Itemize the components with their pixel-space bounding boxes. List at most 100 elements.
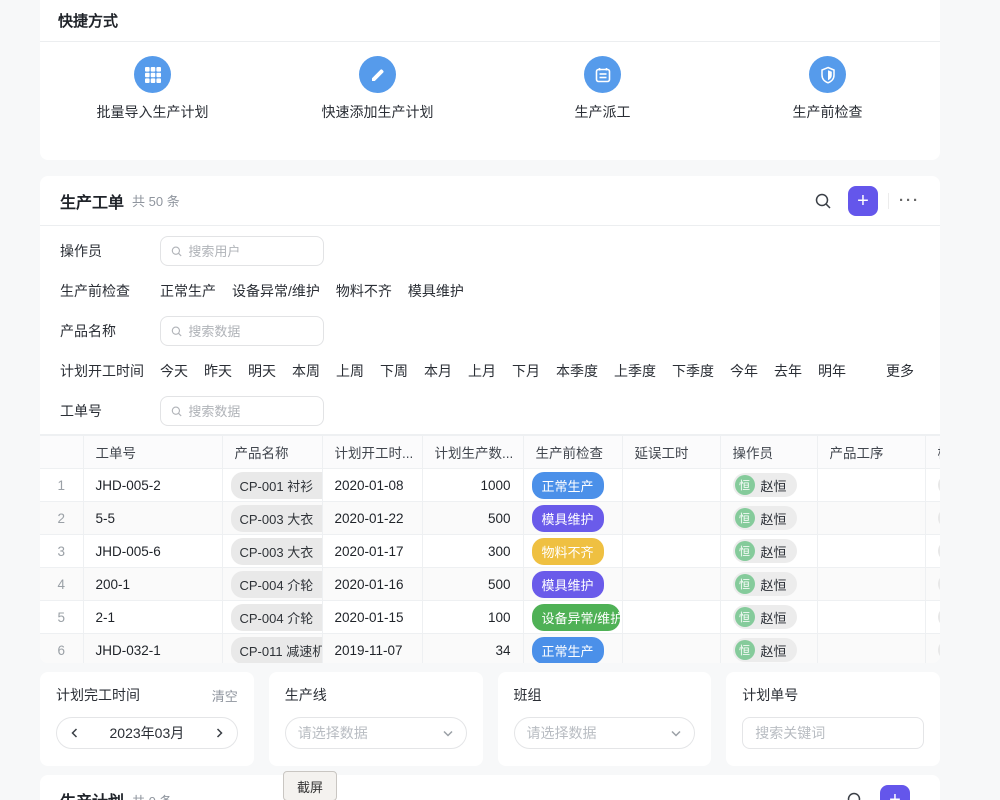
filter-option[interactable]: 物料不齐 bbox=[335, 283, 392, 299]
product-tag: CP-003 大衣 bbox=[230, 504, 321, 532]
search-icon[interactable] bbox=[814, 192, 832, 210]
production-plan-title: 生产计划 bbox=[60, 788, 124, 800]
operator-search-input[interactable] bbox=[160, 236, 324, 266]
work-orders-title: 生产工单 bbox=[60, 194, 125, 212]
grid-icon bbox=[134, 56, 171, 93]
table-row[interactable]: 4 200-1 CP-004 介轮 2020-01-16 500 模具维护 恒赵… bbox=[40, 567, 940, 601]
delay-cell bbox=[621, 567, 721, 601]
qty-cell: 100 bbox=[421, 600, 524, 634]
work-orders-table: 工单号 产品名称 计划开工时... 计划生产数... 生产前检查 延误工时 操作… bbox=[40, 434, 940, 663]
filter-product: 产品名称 bbox=[60, 311, 920, 351]
qty-cell: 300 bbox=[421, 534, 524, 568]
filter-option[interactable]: 去年 bbox=[774, 363, 802, 379]
filter-option[interactable]: 明天 bbox=[248, 363, 276, 379]
work-order-no-cell: 2-1 bbox=[82, 600, 223, 634]
product-search-field[interactable] bbox=[188, 323, 313, 339]
row-index: 2 bbox=[40, 501, 84, 535]
plan-no-field[interactable] bbox=[755, 725, 911, 741]
table-header-row: 工单号 产品名称 计划开工时... 计划生产数... 生产前检查 延误工时 操作… bbox=[40, 435, 940, 469]
chevron-left-icon[interactable] bbox=[69, 727, 81, 739]
filter-option[interactable]: 上季度 bbox=[614, 363, 656, 379]
col-plan-qty: 计划生产数... bbox=[421, 435, 524, 469]
table-row[interactable]: 3 JHD-005-6 CP-003 大衣 2020-01-17 300 物料不… bbox=[40, 534, 940, 568]
clear-button[interactable]: 清空 bbox=[211, 688, 238, 704]
filter-option[interactable]: 昨天 bbox=[204, 363, 232, 379]
filter-option[interactable]: 下周 bbox=[380, 363, 408, 379]
table-row[interactable]: 6 JHD-032-1 CP-011 减速机 2019-11-07 34 正常生… bbox=[40, 633, 940, 663]
clipped-cell bbox=[924, 567, 940, 601]
month-value: 2023年03月 bbox=[109, 725, 185, 741]
product-cell: CP-004 介轮 bbox=[221, 600, 323, 634]
production-line-select[interactable]: 请选择数据 bbox=[284, 717, 467, 749]
finish-time-label: 计划完工时间 bbox=[56, 687, 140, 703]
filter-label: 工单号 bbox=[60, 403, 102, 419]
chevron-right-icon[interactable] bbox=[213, 727, 225, 739]
start-date-cell: 2020-01-17 bbox=[321, 534, 423, 568]
shortcut-label: 生产前检查 bbox=[792, 104, 863, 120]
team-select[interactable]: 请选择数据 bbox=[513, 717, 696, 749]
shortcut-quick-add[interactable]: 快速添加生产计划 bbox=[265, 56, 490, 122]
precheck-cell: 设备异常/维护 bbox=[522, 600, 623, 634]
finish-time-card: 计划完工时间 清空 2023年03月 bbox=[40, 672, 254, 766]
screenshot-button[interactable]: 截屏 bbox=[283, 771, 337, 800]
precheck-cell: 正常生产 bbox=[522, 633, 623, 663]
work-orders-header: 生产工单 共 50 条 + ··· bbox=[40, 176, 940, 226]
filter-option[interactable]: 今年 bbox=[730, 363, 758, 379]
col-product-name: 产品名称 bbox=[221, 435, 323, 469]
filter-option[interactable]: 上周 bbox=[336, 363, 364, 379]
table-row[interactable]: 1 JHD-005-2 CP-001 衬衫 2020-01-08 1000 正常… bbox=[40, 468, 940, 502]
precheck-cell: 物料不齐 bbox=[522, 534, 623, 568]
product-search-input[interactable] bbox=[160, 316, 324, 346]
col-precheck: 生产前检查 bbox=[522, 435, 623, 469]
filter-option[interactable]: 明年 bbox=[818, 363, 846, 379]
shortcut-dispatch[interactable]: 生产派工 bbox=[490, 56, 715, 122]
process-cell bbox=[816, 600, 926, 634]
work-order-search-input[interactable] bbox=[160, 396, 324, 426]
shortcut-precheck[interactable]: 生产前检查 bbox=[715, 56, 940, 122]
add-work-order-button[interactable]: + bbox=[848, 185, 878, 216]
filter-operator: 操作员 bbox=[60, 231, 920, 271]
product-cell: CP-001 衬衫 bbox=[221, 468, 323, 502]
table-row[interactable]: 5 2-1 CP-004 介轮 2020-01-15 100 设备异常/维护 恒… bbox=[40, 600, 940, 634]
product-tag: CP-004 介轮 bbox=[230, 603, 321, 631]
clipped-cell bbox=[924, 633, 940, 663]
col-index bbox=[40, 435, 84, 469]
more-actions-icon[interactable]: ··· bbox=[899, 192, 920, 209]
work-orders-count: 共 50 条 bbox=[132, 194, 180, 209]
production-plan-count: 共 0 条 bbox=[132, 791, 172, 800]
plan-no-label: 计划单号 bbox=[742, 687, 799, 703]
filter-option[interactable]: 设备异常/维护 bbox=[232, 283, 320, 299]
work-order-no-cell: 200-1 bbox=[82, 567, 223, 601]
operator-cell: 恒赵恒 bbox=[719, 567, 818, 601]
filter-option[interactable]: 本周 bbox=[292, 363, 320, 379]
filter-option[interactable]: 本月 bbox=[424, 363, 452, 379]
search-icon[interactable] bbox=[846, 791, 864, 800]
filter-option[interactable]: 上月 bbox=[468, 363, 496, 379]
clipped-cell bbox=[924, 600, 940, 634]
table-row[interactable]: 2 5-5 CP-003 大衣 2020-01-22 500 模具维护 恒赵恒 bbox=[40, 501, 940, 535]
delay-cell bbox=[621, 534, 721, 568]
filter-option[interactable]: 正常生产 bbox=[160, 283, 216, 299]
row-index: 6 bbox=[40, 633, 84, 663]
team-card: 班组 请选择数据 bbox=[497, 672, 712, 766]
chevron-down-icon bbox=[442, 727, 454, 739]
qty-cell: 34 bbox=[421, 633, 524, 663]
plan-no-input[interactable] bbox=[742, 717, 924, 749]
filter-option[interactable]: 今天 bbox=[160, 363, 188, 379]
product-cell: CP-004 介轮 bbox=[221, 567, 323, 601]
row-index: 5 bbox=[40, 600, 84, 634]
operator-cell: 恒赵恒 bbox=[719, 468, 818, 502]
filter-option[interactable]: 本季度 bbox=[556, 363, 598, 379]
filter-more-option[interactable]: 更多 bbox=[886, 363, 914, 379]
shortcut-label: 生产派工 bbox=[574, 104, 631, 120]
add-plan-button[interactable]: + bbox=[880, 785, 910, 800]
status-badge: 物料不齐 bbox=[531, 537, 604, 565]
filter-option[interactable]: 下月 bbox=[512, 363, 540, 379]
operator-search-field[interactable] bbox=[188, 243, 313, 259]
filter-option[interactable]: 模具维护 bbox=[407, 283, 464, 299]
calendar-icon bbox=[584, 56, 621, 93]
shortcut-batch-import[interactable]: 批量导入生产计划 bbox=[40, 56, 265, 122]
shortcuts-header: 快捷方式 bbox=[40, 0, 940, 42]
filter-option[interactable]: 下季度 bbox=[672, 363, 714, 379]
work-order-search-field[interactable] bbox=[188, 403, 313, 419]
